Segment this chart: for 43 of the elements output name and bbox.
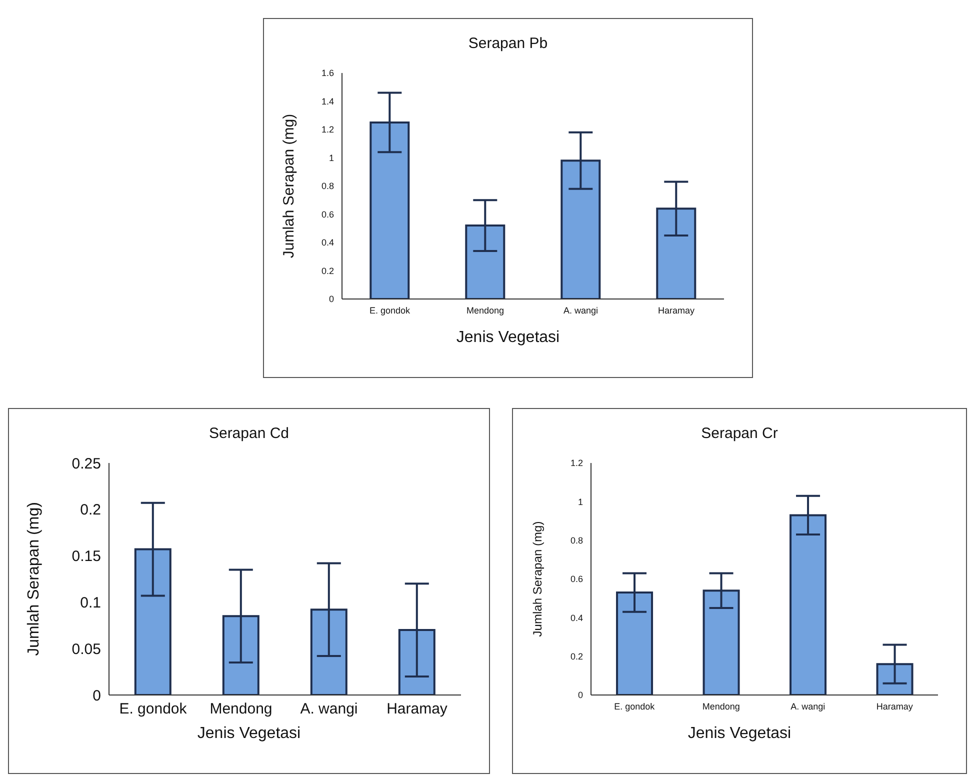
y-axis-title: Jumlah Serapan (mg) <box>26 502 43 656</box>
y-tick-label: 1.6 <box>321 68 334 78</box>
y-tick-label: 0.8 <box>321 181 334 192</box>
y-tick-label: 0.2 <box>80 502 101 519</box>
x-axis-title: Jenis Vegetasi <box>686 725 792 743</box>
y-tick-label: 0.4 <box>570 612 583 623</box>
y-tick-label: 0.6 <box>321 209 334 220</box>
x-tick-label: E. gondok <box>614 701 656 712</box>
x-tick-label: A. wangi <box>300 700 358 718</box>
y-tick-label: 1.4 <box>321 96 334 106</box>
chart-title: Serapan Pb <box>467 35 549 52</box>
y-tick-label: 0.15 <box>72 548 101 566</box>
y-tick-label: 0.8 <box>570 536 583 546</box>
x-tick-label: Haramay <box>386 700 448 718</box>
x-tick-label: E. gondok <box>369 305 411 316</box>
x-tick-label: Haramay <box>876 701 914 712</box>
y-tick-label: 0 <box>578 690 583 700</box>
y-tick-label: 0.6 <box>570 574 583 584</box>
x-tick-label: E. gondok <box>119 700 188 718</box>
y-tick-label: 0.25 <box>72 455 101 472</box>
x-tick-label: Haramay <box>658 305 695 316</box>
chart-title: Serapan Cd <box>208 425 290 442</box>
x-tick-label: Mendong <box>466 305 504 316</box>
x-tick-label: A. wangi <box>563 305 598 316</box>
y-tick-label: 0.2 <box>570 652 583 662</box>
y-tick-label: 1 <box>578 496 583 507</box>
y-tick-label: 0 <box>92 687 101 704</box>
x-tick-label: A. wangi <box>790 701 826 712</box>
x-axis-title: Jenis Vegetasi <box>196 725 302 743</box>
y-tick-label: 1 <box>328 152 334 163</box>
y-tick-label: 0 <box>328 294 334 304</box>
y-tick-label: 1.2 <box>570 458 583 468</box>
y-tick-label: 0.05 <box>72 640 101 658</box>
x-tick-label: Mendong <box>210 700 272 718</box>
y-tick-label: 1.2 <box>321 124 334 135</box>
x-axis-title: Jenis Vegetasi <box>455 329 561 347</box>
y-axis-title: Jumlah Serapan (mg) <box>280 114 298 258</box>
y-axis-title: Jumlah Serapan (mg) <box>530 521 544 637</box>
y-tick-label: 0.1 <box>80 594 101 612</box>
y-tick-label: 0.2 <box>321 266 334 276</box>
x-tick-label: Mendong <box>702 701 740 712</box>
chart-title: Serapan Cr <box>700 425 779 442</box>
y-tick-label: 0.4 <box>321 238 334 248</box>
